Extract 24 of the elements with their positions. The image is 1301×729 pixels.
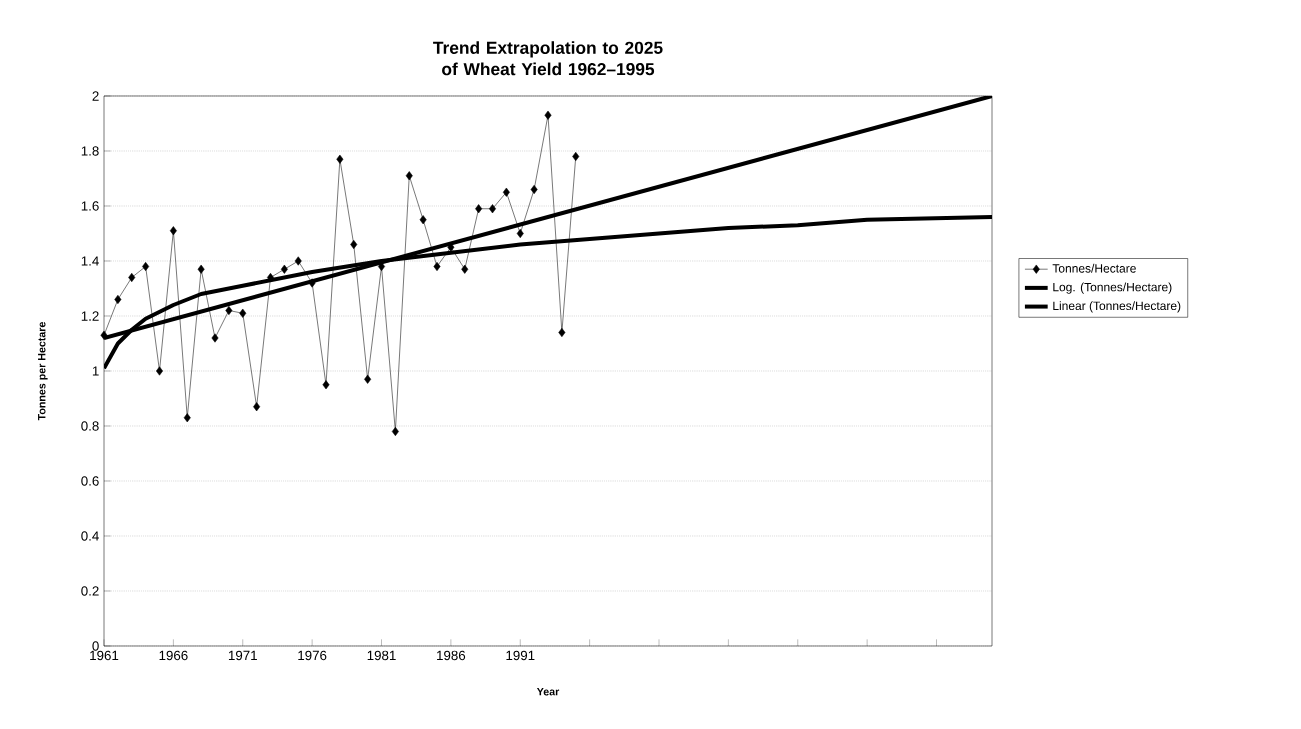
x-tick-label: 1971 bbox=[228, 650, 257, 661]
x-tick-label: 1961 bbox=[90, 650, 119, 661]
y-tick-label: 1.6 bbox=[81, 201, 99, 211]
legend-label: Linear (Tonnes/Hectare) bbox=[1053, 301, 1181, 313]
x-tick-label: 1986 bbox=[437, 650, 466, 661]
y-tick-label: 1.4 bbox=[81, 256, 99, 266]
y-tick-label: 1.8 bbox=[81, 146, 99, 156]
x-tick-label: 1991 bbox=[506, 650, 535, 661]
x-axis-title: Year bbox=[536, 687, 560, 696]
y-tick-label: 0.4 bbox=[81, 531, 99, 541]
y-tick-label: 0.2 bbox=[81, 586, 99, 596]
y-tick-label: 1 bbox=[92, 366, 99, 376]
y-axis-title: Tonnes per Hectare bbox=[38, 321, 48, 421]
x-tick-label: 1966 bbox=[159, 650, 188, 661]
x-tick-label: 1976 bbox=[298, 650, 327, 661]
y-tick-label: 0.6 bbox=[81, 476, 99, 486]
x-tick-label: 1981 bbox=[367, 650, 396, 661]
chart-title: Trend Extrapolation to 2025 of Wheat Yield 1962–1995 bbox=[433, 41, 663, 76]
y-tick-label: 0.8 bbox=[81, 421, 99, 431]
y-tick-label: 2 bbox=[92, 91, 99, 101]
y-tick-label: 1.2 bbox=[81, 311, 99, 321]
y-tick-label: 0 bbox=[92, 641, 99, 651]
legend-label: Tonnes/Hectare bbox=[1052, 263, 1136, 273]
legend-label: Log. (Tonnes/Hectare) bbox=[1053, 282, 1172, 294]
